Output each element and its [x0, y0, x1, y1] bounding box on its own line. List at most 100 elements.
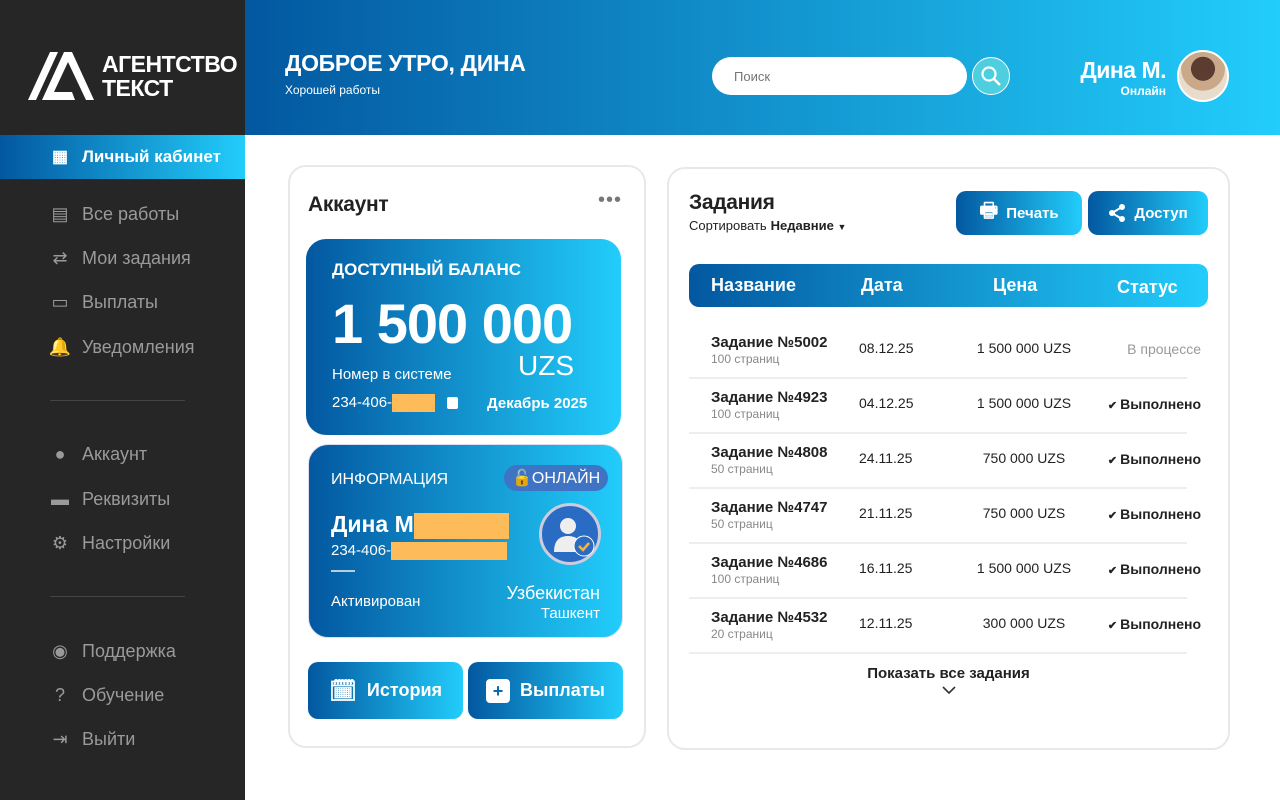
task-status: ✔ Выполнено — [1108, 506, 1201, 522]
sidebar-item-0[interactable]: ▦ Личный кабинет — [0, 135, 245, 179]
sidebar-item-label: Выплаты — [82, 291, 158, 312]
task-title: Задание №4808 — [711, 444, 828, 461]
sidebar-item-8[interactable]: ◉ Поддержка — [0, 629, 245, 673]
history-label: История — [366, 680, 443, 700]
table-row[interactable]: Задание №4686 100 страниц 16.11.25 1 500 00… — [689, 544, 1201, 599]
share-button[interactable]: Доступ — [1088, 191, 1208, 235]
greeting: ДОБРОЕ УТРО, ДИНА — [285, 50, 526, 76]
user-name: Дина М. — [1080, 57, 1166, 83]
divider — [50, 400, 185, 401]
online-badge-text: ОНЛАЙН — [531, 470, 601, 487]
task-price: 1 500 000 UZS — [976, 395, 1072, 411]
logo-mark-icon — [28, 52, 94, 100]
task-pages: 20 страниц — [711, 627, 773, 641]
user-status: Онлайн — [1120, 84, 1166, 98]
table-row[interactable]: Задание №4923 100 страниц 04.12.25 1 500 00… — [689, 379, 1201, 434]
task-status: ✔ Выполнено — [1108, 616, 1201, 632]
sidebar-item-7[interactable]: ⚙ Настройки — [0, 521, 245, 565]
info-label: ИНФОРМАЦИЯ — [331, 471, 449, 488]
card-icon: ▬ — [51, 488, 69, 509]
redaction — [391, 542, 508, 561]
sidebar-item-10[interactable]: ⇥ Выйти — [0, 717, 245, 761]
sort-label: Сортировать — [689, 218, 767, 233]
brand-line1: АГЕНТСТВО — [102, 51, 238, 77]
divider — [331, 570, 355, 572]
headset-icon: ◉ — [52, 640, 68, 661]
history-icon: 🗓 — [328, 677, 357, 703]
system-number-label: Номер в системе — [332, 366, 452, 383]
tasks-title: Задания — [689, 191, 775, 214]
task-date: 16.11.25 — [859, 560, 913, 576]
redaction — [392, 394, 436, 413]
balance-label: ДОСТУПНЫЙ БАЛАНС — [332, 260, 522, 279]
show-all-tasks-link[interactable]: Показать все задания — [867, 665, 1030, 682]
task-status-text: Выполнено — [1120, 451, 1201, 467]
share-label: Доступ — [1134, 204, 1188, 222]
sidebar-item-label: Поддержка — [82, 640, 176, 661]
task-date: 12.11.25 — [859, 615, 913, 631]
receipt-icon: ▤ — [51, 203, 69, 224]
sidebar-item-6[interactable]: ▬ Реквизиты — [0, 477, 245, 521]
task-status-text: Выполнено — [1120, 561, 1201, 577]
tasks-card: Задания Сортировать Недавние ▼ 🖶 Печать До… — [667, 167, 1230, 750]
balance-period: Декабрь 2025 — [487, 395, 588, 412]
sidebar-item-3[interactable]: ▭ Выплаты — [0, 280, 245, 324]
sidebar-item-4[interactable]: 🔔 Уведомления — [0, 325, 245, 369]
check-circle-icon: ✔ — [1107, 455, 1121, 467]
table-row[interactable]: Задание №4532 20 страниц 12.11.25 300 000 U… — [689, 599, 1201, 654]
history-button[interactable]: 🗓 История — [308, 662, 463, 719]
gear-icon: ⚙ — [51, 532, 69, 553]
more-icon[interactable]: ••• — [597, 189, 622, 211]
print-button[interactable]: 🖶 Печать — [956, 191, 1082, 235]
sidebar-item-label: Уведомления — [82, 336, 195, 357]
payouts-button[interactable]: + Выплаты — [468, 662, 623, 719]
sidebar-item-label: Все работы — [82, 203, 180, 224]
help-icon: ? — [54, 684, 65, 705]
task-pages: 100 страниц — [711, 407, 780, 421]
add-document-icon: + — [486, 678, 511, 703]
transfer-icon: ⇄ — [52, 247, 68, 268]
avatar[interactable] — [1177, 50, 1229, 102]
country: Узбекистан — [506, 583, 600, 603]
chevron-down-icon[interactable] — [941, 685, 957, 695]
sidebar-item-1[interactable]: ▤ Все работы — [0, 192, 245, 236]
search-input[interactable] — [712, 57, 967, 95]
column-status[interactable]: Статус — [1117, 277, 1178, 297]
sidebar-item-9[interactable]: ? Обучение — [0, 673, 245, 717]
copy-icon[interactable] — [447, 397, 459, 410]
column-name[interactable]: Название — [711, 275, 796, 295]
table-row[interactable]: Задание №5002 100 страниц 08.12.25 1 500 00… — [689, 324, 1201, 379]
task-price: 1 500 000 UZS — [976, 340, 1072, 356]
caret-down-icon: ▼ — [837, 222, 847, 232]
table-row[interactable]: Задание №4808 50 страниц 24.11.25 750 000 U… — [689, 434, 1201, 489]
task-price: 750 000 UZS — [982, 450, 1066, 466]
table-row[interactable]: Задание №4747 50 страниц 21.11.25 750 000 U… — [689, 489, 1201, 544]
task-title: Задание №4923 — [711, 389, 828, 406]
sort-dropdown[interactable]: Сортировать Недавние ▼ — [689, 218, 846, 233]
task-title: Задание №4532 — [711, 609, 828, 626]
info-name: Дина М — [331, 511, 414, 537]
sidebar-item-2[interactable]: ⇄ Мои задания — [0, 236, 245, 280]
print-label: Печать — [1006, 204, 1059, 222]
check-circle-icon: ✔ — [1107, 565, 1121, 577]
redaction — [413, 512, 509, 539]
payouts-label: Выплаты — [520, 680, 605, 700]
search-button[interactable] — [972, 57, 1010, 95]
task-price: 1 500 000 UZS — [976, 560, 1072, 576]
balance-value: 1 500 000 — [332, 292, 573, 355]
task-price: 300 000 UZS — [982, 615, 1066, 631]
info-card: ИНФОРМАЦИЯ 🔓ОНЛАЙН Дина М 234-406- Актив… — [308, 444, 623, 638]
task-pages: 50 страниц — [711, 462, 773, 476]
check-circle-icon: ✔ — [1107, 510, 1121, 522]
column-date[interactable]: Дата — [861, 275, 903, 295]
sort-value: Недавние — [770, 218, 834, 233]
task-status-text: В процессе — [1127, 341, 1201, 357]
verified-user-icon — [539, 503, 601, 565]
sidebar-item-5[interactable]: ● Аккаунт — [0, 432, 245, 476]
task-date: 04.12.25 — [859, 395, 914, 411]
account-title: Аккаунт — [308, 193, 389, 216]
task-title: Задание №4686 — [711, 554, 828, 571]
info-id: 234-406- — [331, 542, 392, 559]
task-date: 08.12.25 — [859, 340, 914, 356]
column-price[interactable]: Цена — [993, 275, 1038, 295]
